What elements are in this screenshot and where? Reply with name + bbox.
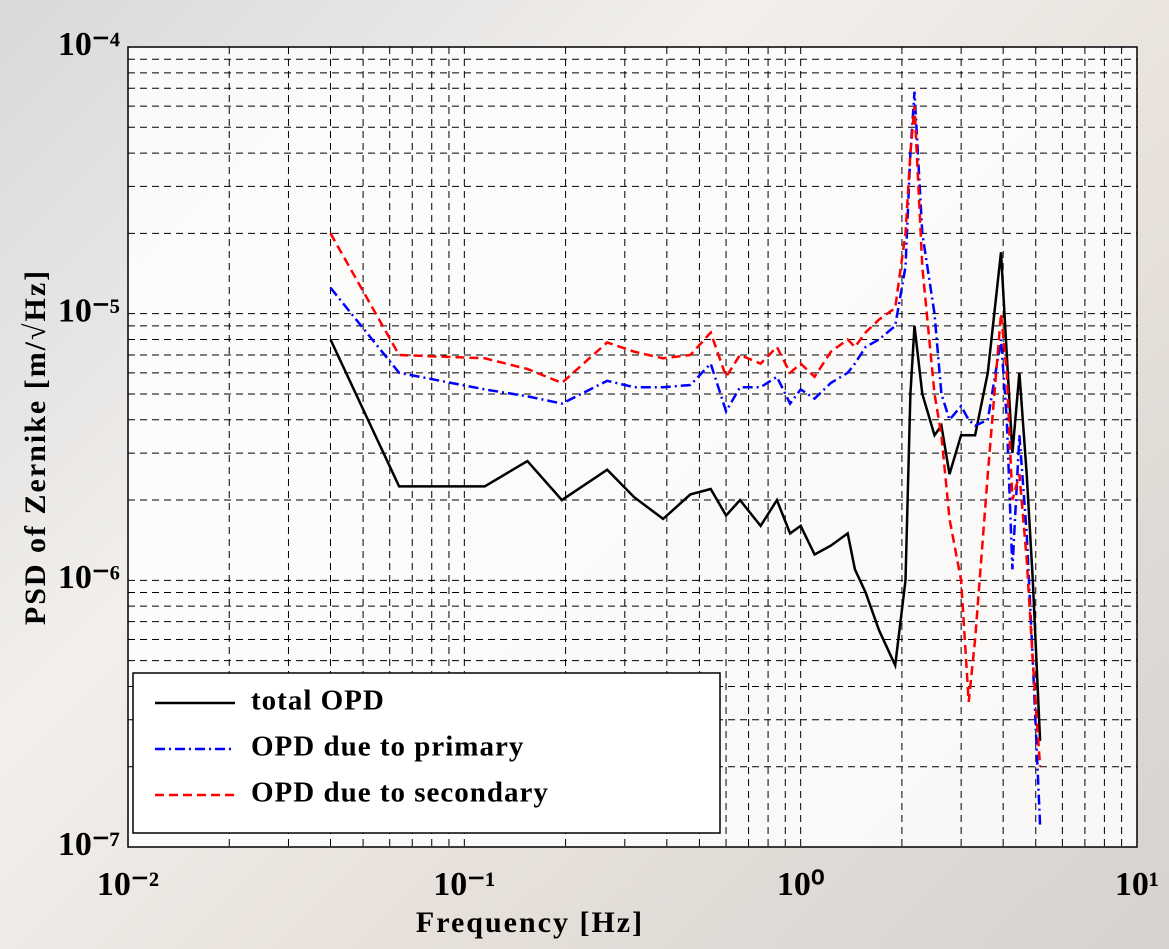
x-tick-label: 10¹ — [1115, 866, 1159, 903]
x-tick-label: 10⁻¹ — [433, 866, 495, 903]
data-line — [329, 252, 1042, 741]
legend-label: total OPD — [251, 685, 385, 717]
y-tick-label: 10⁻⁴ — [58, 26, 120, 63]
y-tick-label: 10⁻⁵ — [58, 292, 120, 329]
x-tick-label: 10⁻² — [97, 866, 159, 903]
data-line — [329, 91, 1042, 826]
x-tick-label: 10⁰ — [777, 866, 825, 903]
y-tick-label: 10⁻⁷ — [58, 826, 120, 863]
legend-label: OPD due to secondary — [251, 777, 549, 809]
legend-label: OPD due to primary — [251, 731, 524, 763]
y-tick-label: 10⁻⁶ — [58, 559, 120, 596]
plot-frame — [127, 46, 1138, 848]
y-axis-label: PSD of Zernike [m/√Hz] — [19, 269, 52, 625]
data-line — [329, 106, 1042, 767]
x-axis-label: Frequency [Hz] — [416, 906, 644, 939]
legend-box — [132, 672, 721, 834]
